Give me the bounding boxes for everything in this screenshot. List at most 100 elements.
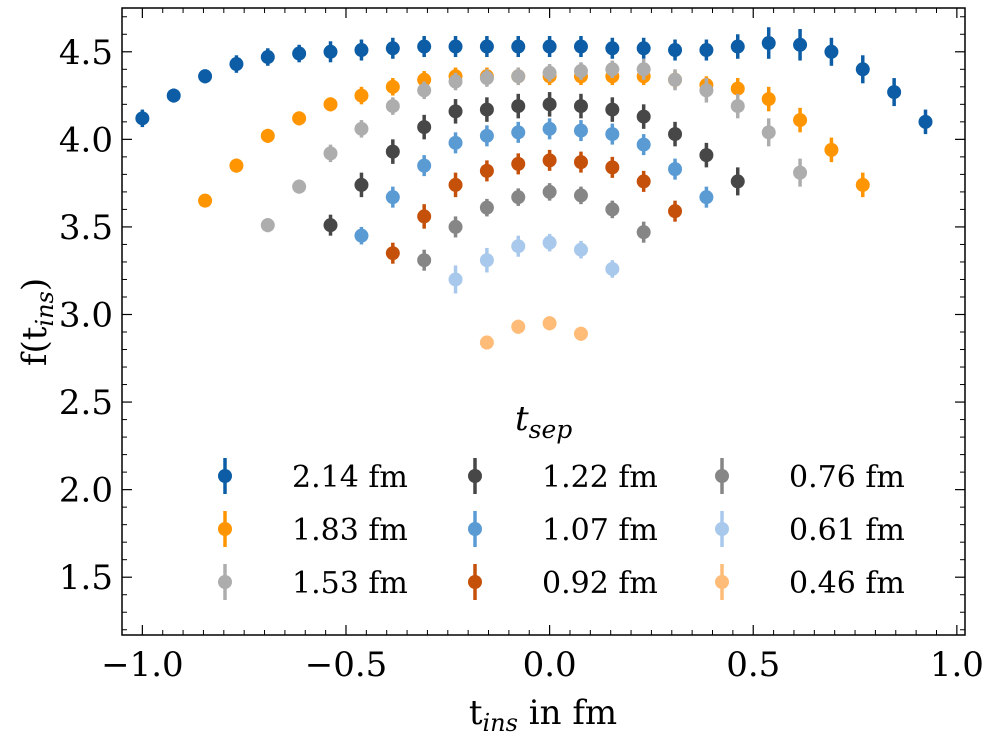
data-point [511,99,526,114]
data-point [542,184,557,199]
legend-marker [715,522,729,536]
data-point [385,246,400,261]
legend: 2.14 fm 1.83 fm 1.53 fm 1.22 fm 1.07 fm 0.92 … [218,458,905,601]
data-point [135,111,150,126]
data-point [511,239,526,254]
legend-marker [715,575,729,589]
data-point [417,39,432,54]
y-tick-label: 4.0 [59,120,113,160]
data-point [793,113,808,128]
data-point [385,144,400,159]
data-point [699,83,714,98]
data-point [668,127,683,142]
data-point [229,158,244,173]
legend-marker [468,522,482,536]
data-point [385,41,400,56]
series-3 [323,92,745,236]
data-point [448,272,463,287]
data-point [730,99,745,114]
legend-label: 1.53 fm [292,566,408,601]
data-point [479,335,494,350]
data-point [542,39,557,54]
data-point [479,71,494,86]
y-tick-label: 3.0 [59,295,113,335]
x-tick-label: −0.5 [305,645,388,685]
series-5 [385,149,683,264]
data-point [636,109,651,124]
data-point [573,188,588,203]
tick-labels: −1.0 −0.5 0.0 0.5 1.0 1.5 2.0 2.5 3.0 3.5 4.0 4.5 [59,33,984,685]
data-point [668,43,683,58]
x-tick-label: 0.0 [523,645,577,685]
data-point [479,102,494,117]
legend-title: tsep [515,399,572,444]
data-point [479,253,494,268]
data-point [573,123,588,138]
data-point [699,148,714,163]
y-tick-label: 2.0 [59,471,113,511]
series-0 [135,27,933,135]
data-point [385,190,400,205]
legend-marker [468,469,482,483]
data-point [636,174,651,189]
data-point [855,62,870,77]
legend-marker [715,469,729,483]
data-point [542,121,557,136]
legend-label: 0.92 fm [542,566,658,601]
data-point [448,219,463,234]
data-point [730,81,745,96]
data-point [479,200,494,215]
data-point [605,202,620,217]
data-point [542,153,557,168]
x-axis-title: tins in fm [469,693,617,737]
series-8 [479,316,588,350]
legend-label: 1.83 fm [292,513,408,548]
data-point [448,39,463,54]
data-point [605,62,620,77]
data-point [636,137,651,152]
legend-label: 1.22 fm [542,460,658,495]
series-7 [448,233,620,294]
data-point [292,111,307,126]
data-point [824,142,839,157]
data-point [323,44,338,59]
legend-label: 0.76 fm [789,460,905,495]
series-4 [354,118,714,245]
x-tick-label: 0.5 [726,645,780,685]
data-point [323,97,338,112]
data-point [260,128,275,143]
data-point [479,128,494,143]
data-point [292,46,307,61]
data-point [479,39,494,54]
data-point [605,102,620,117]
data-point [448,74,463,89]
y-tick-label: 3.5 [59,208,113,248]
data-point [793,37,808,52]
data-point [198,69,213,84]
data-point [354,43,369,58]
data-point [292,179,307,194]
data-point [605,41,620,56]
legend-label: 0.46 fm [789,566,905,601]
data-point [354,228,369,243]
data-point [605,127,620,142]
data-point [542,97,557,112]
data-point [417,72,432,87]
data-point [542,316,557,331]
data-point [668,162,683,177]
data-point [793,165,808,180]
data-point [542,235,557,250]
data-point [260,50,275,65]
x-tick-label: 1.0 [930,645,984,685]
data-point [385,79,400,94]
axis-ticks [121,8,965,635]
data-point [699,190,714,205]
data-point [636,225,651,240]
data-point [573,155,588,170]
data-point [761,125,776,140]
data-point [448,177,463,192]
data-point [417,158,432,173]
legend-label: 0.61 fm [789,513,905,548]
